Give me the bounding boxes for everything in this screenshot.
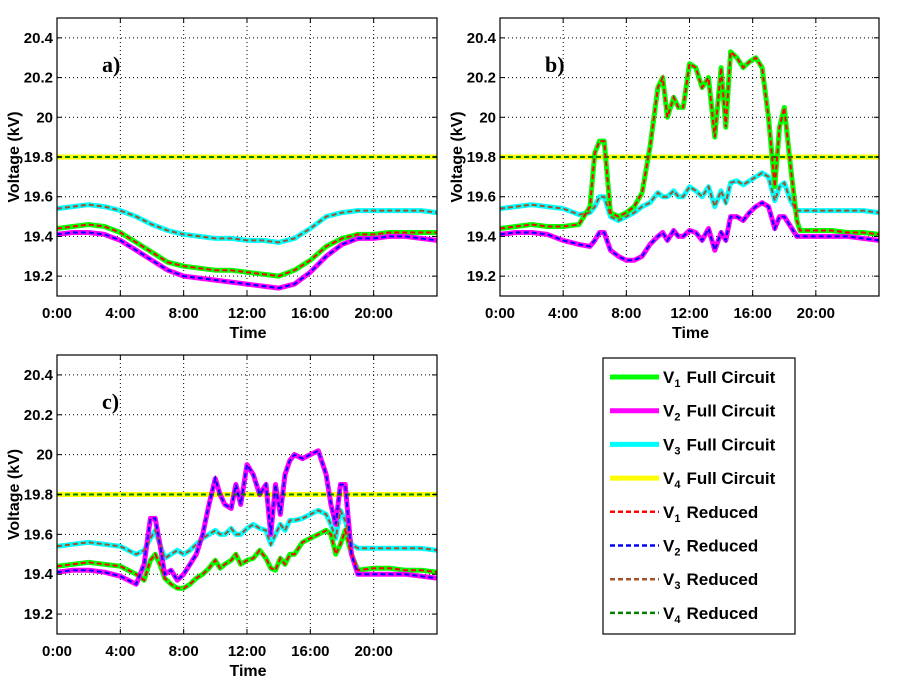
y-axis-label: Voltage (kV) [6,449,23,540]
legend: V1 Full Circuit V2 Full Circuit V3 Full Circu… [602,357,796,635]
x-tick-label: 16:00 [733,305,771,322]
x-tick-label: 12:00 [228,643,266,660]
series-line-v2-reduced [56,231,438,290]
y-tick-label: 19.8 [24,149,53,166]
series-line-v2-reduced [56,449,438,586]
x-tick-label: 0:00 [485,305,515,322]
legend-label: V3 Full Circuit [663,435,776,457]
x-axis-label: Time [672,325,709,342]
y-tick-label: 20.4 [24,30,54,47]
x-tick-label: 8:00 [169,305,199,322]
series-line-v3-reduced [499,171,880,222]
legend-label: V4 Full Circuit [663,469,776,491]
x-tick-label: 4:00 [105,643,135,660]
y-tick-label: 19.6 [24,526,53,543]
y-tick-label: 20.4 [24,367,54,384]
y-tick-label: 19.6 [24,189,53,206]
panel-label: a) [102,52,120,77]
x-tick-label: 20:00 [354,305,392,322]
y-axis-label: Voltage (kV) [6,111,23,202]
y-tick-label: 19.8 [467,149,496,166]
legend-entry: V3 Reduced [610,570,758,592]
y-tick-label: 19.4 [24,566,54,583]
legend-entry: V4 Full Circuit [610,469,776,491]
series-line-v1-reduced [499,49,880,236]
x-tick-label: 16:00 [291,643,329,660]
panel-label: c) [102,389,119,414]
x-axis-label: Time [229,325,266,342]
legend-entry: V4 Reduced [610,604,758,626]
y-axis-label: Voltage (kV) [449,111,466,202]
y-tick-label: 20 [36,109,53,126]
y-tick-label: 19.2 [467,268,496,285]
y-tick-label: 19.4 [24,228,54,245]
legend-entry: V1 Reduced [610,503,758,525]
x-tick-label: 12:00 [670,305,708,322]
series-line-v3-reduced [56,507,438,560]
x-tick-label: 4:00 [548,305,578,322]
y-tick-label: 20 [36,447,53,464]
legend-label: V4 Reduced [663,604,758,626]
x-tick-label: 8:00 [169,643,199,660]
legend-box [602,357,796,635]
x-tick-label: 4:00 [105,305,135,322]
y-tick-label: 19.2 [24,606,53,623]
legend-label: V1 Reduced [663,503,758,525]
legend-entry: V2 Reduced [610,537,758,559]
panel-label: b) [545,52,565,77]
x-tick-label: 16:00 [291,305,329,322]
legend-entry: V1 Full Circuit [610,368,776,390]
legend-label: V3 Reduced [663,570,758,592]
y-tick-label: 20.2 [24,407,53,424]
legend-label: V2 Full Circuit [663,402,776,424]
panel-c: 0:00 4:00 8:00 12:00 16:00 20:00 19.2 19.4 19.6 1… [6,354,438,680]
x-tick-label: 12:00 [228,305,266,322]
series-line-v1-reduced [56,526,438,590]
x-tick-label: 0:00 [42,643,72,660]
legend-entry: V2 Full Circuit [610,402,776,424]
legend-label: V2 Reduced [663,537,758,559]
y-tick-label: 20.4 [467,30,497,47]
legend-label: V1 Full Circuit [663,368,776,390]
series-line-v3-reduced [56,203,438,244]
y-tick-label: 19.8 [24,487,53,504]
x-tick-label: 8:00 [611,305,641,322]
panel-b: 0:00 4:00 8:00 12:00 16:00 20:00 19.2 19.4 19.6 1… [449,17,880,342]
y-tick-label: 19.2 [24,268,53,285]
x-tick-label: 20:00 [354,643,392,660]
x-axis-label: Time [229,663,266,680]
y-tick-label: 20 [479,109,496,126]
panel-a: 0:00 4:00 8:00 12:00 16:00 20:00 19.2 19.4 19.6 1… [6,17,438,342]
series-line-v1-reduced [56,223,437,278]
y-tick-label: 20.2 [24,70,53,87]
y-tick-label: 19.4 [467,228,497,245]
y-tick-label: 19.6 [467,189,496,206]
x-tick-label: 20:00 [797,305,835,322]
legend-entry: V3 Full Circuit [610,435,776,457]
x-tick-label: 0:00 [42,305,72,322]
series-line-v2-reduced [499,201,880,262]
y-tick-label: 20.2 [467,70,496,87]
